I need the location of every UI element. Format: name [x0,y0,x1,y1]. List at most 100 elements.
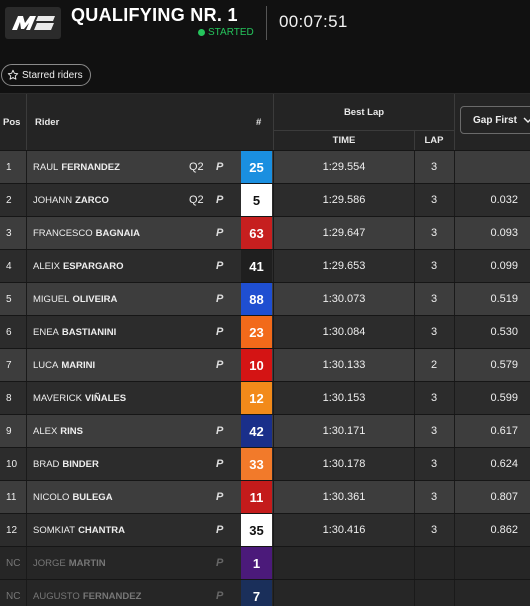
row-position: NC [6,557,21,569]
best-lap-number: 3 [430,392,438,404]
gap-first-dropdown[interactable]: Gap First [460,106,530,134]
tyre-indicator: P [216,590,224,602]
rider-last-name: FERNANDEZ [82,590,142,602]
rider-first-name: ENEA [33,326,59,338]
table-row[interactable]: NC AUGUSTO FERNANDEZ P 7 [0,579,530,606]
row-position: NC [6,590,21,602]
best-lap-time: 1:29.653 [322,260,366,272]
gap-to-first: 0.093 [490,227,518,239]
best-lap-time [274,547,414,579]
rider-number-badge: 25 [241,151,272,183]
rider-name[interactable]: NICOLO BULEGA [33,481,193,513]
cell-divider [273,283,274,316]
best-lap-number: 3 [430,524,438,536]
cell-divider [273,547,274,580]
table-row[interactable]: 10 BRAD BINDER P 33 1:30.178 3 0.624 [0,447,530,481]
cell-divider [273,415,274,448]
cell-divider [26,250,27,283]
motogp-logo[interactable] [5,7,61,39]
table-row[interactable]: 4 ALEIX ESPARGARO P 41 1:29.653 3 0.099 [0,249,530,283]
status-label: STARTED [208,27,254,38]
rider-name[interactable]: ALEX RINS [33,415,193,447]
best-lap-time: 1:30.416 [322,524,366,536]
table-row[interactable]: 7 LUCA MARINI P 10 1:30.133 2 0.579 [0,348,530,382]
best-lap-number: 3 [430,458,438,470]
best-lap-time: 1:30.153 [322,392,366,404]
table-row[interactable]: 9 ALEX RINS P 42 1:30.171 3 0.617 [0,414,530,448]
cell-divider [273,514,274,547]
row-position: 11 [6,491,17,503]
tyre-indicator: P [216,326,224,338]
row-position: 12 [6,524,18,536]
cell-divider [454,217,455,250]
rider-first-name: ALEIX [33,260,60,272]
starred-riders-button[interactable]: Starred riders [1,64,91,86]
table-row[interactable]: 6 ENEA BASTIANINI P 23 1:30.084 3 0.530 [0,315,530,349]
rider-first-name: ALEX [33,425,58,437]
q2-badge: Q2 [189,161,204,173]
session-timer: 00:07:51 [279,12,348,31]
rider-name[interactable]: RAUL FERNANDEZ [33,151,193,183]
tyre-indicator: P [216,359,224,371]
best-lap-number: 3 [430,425,438,437]
cell-divider [26,217,27,250]
table-row[interactable]: NC JORGE MARTIN P 1 [0,546,530,580]
rider-number-badge: 42 [241,415,272,447]
best-lap-time: 1:30.171 [322,425,366,437]
table-row[interactable]: 11 NICOLO BULEGA P 11 1:30.361 3 0.807 [0,480,530,514]
starred-riders-label: Starred riders [22,69,83,81]
best-lap-number: 3 [430,161,438,173]
rider-first-name: SOMKIAT [33,524,76,536]
cell-divider [414,382,415,415]
rider-last-name: BASTIANINI [61,326,117,338]
session-header: QUALIFYING NR. 1 STARTED 00:07:51 [0,0,530,46]
header-divider [26,94,27,150]
cell-divider [414,250,415,283]
cell-divider [454,547,455,580]
gap-to-first [455,580,518,606]
rider-name[interactable]: ENEA BASTIANINI [33,316,193,348]
row-position: 6 [6,326,12,338]
cell-divider [414,217,415,250]
rider-name[interactable]: JORGE MARTIN [33,547,193,579]
star-icon [7,69,19,80]
cell-divider [454,316,455,349]
table-row[interactable]: 1 RAUL FERNANDEZ Q2 P 25 1:29.554 3 [0,150,530,184]
rider-name[interactable]: JOHANN ZARCO [33,184,193,216]
gap-to-first: 0.617 [490,425,518,437]
cell-divider [454,448,455,481]
rider-first-name: FRANCESCO [33,227,93,239]
rider-last-name: MARTIN [68,557,106,569]
table-row[interactable]: 3 FRANCESCO BAGNAIA P 63 1:29.647 3 0.09… [0,216,530,250]
rider-name[interactable]: SOMKIAT CHANTRA [33,514,193,546]
cell-divider [273,481,274,514]
cell-divider [454,580,455,606]
tyre-indicator: P [216,227,224,239]
cell-divider [273,151,274,184]
gap-to-first: 0.807 [490,491,518,503]
cell-divider [454,151,455,184]
gap-to-first [455,547,518,579]
best-lap-time [274,580,414,606]
rider-name[interactable]: MAVERICK VIÑALES [33,382,193,414]
tyre-indicator: P [216,161,224,173]
cell-divider [414,316,415,349]
table-row[interactable]: 2 JOHANN ZARCO Q2 P 5 1:29.586 3 0.032 [0,183,530,217]
table-row[interactable]: 12 SOMKIAT CHANTRA P 35 1:30.416 3 0.862 [0,513,530,547]
rider-number-badge: 10 [241,349,272,381]
chevron-down-icon [523,117,530,123]
rider-name[interactable]: MIGUEL OLIVEIRA [33,283,193,315]
rider-name[interactable]: FRANCESCO BAGNAIA [33,217,193,249]
row-position: 5 [6,293,12,305]
rider-number-badge: 5 [241,184,272,216]
rider-name[interactable]: LUCA MARINI [33,349,193,381]
rider-name[interactable]: ALEIX ESPARGARO [33,250,193,282]
rider-name[interactable]: AUGUSTO FERNANDEZ [33,580,193,606]
cell-divider [26,580,27,606]
rider-name[interactable]: BRAD BINDER [33,448,193,480]
best-lap-number: 3 [430,293,438,305]
best-lap-number: 3 [430,491,438,503]
header-divider [414,130,415,150]
table-row[interactable]: 8 MAVERICK VIÑALES 12 1:30.153 3 0.599 [0,381,530,415]
table-row[interactable]: 5 MIGUEL OLIVEIRA P 88 1:30.073 3 0.519 [0,282,530,316]
